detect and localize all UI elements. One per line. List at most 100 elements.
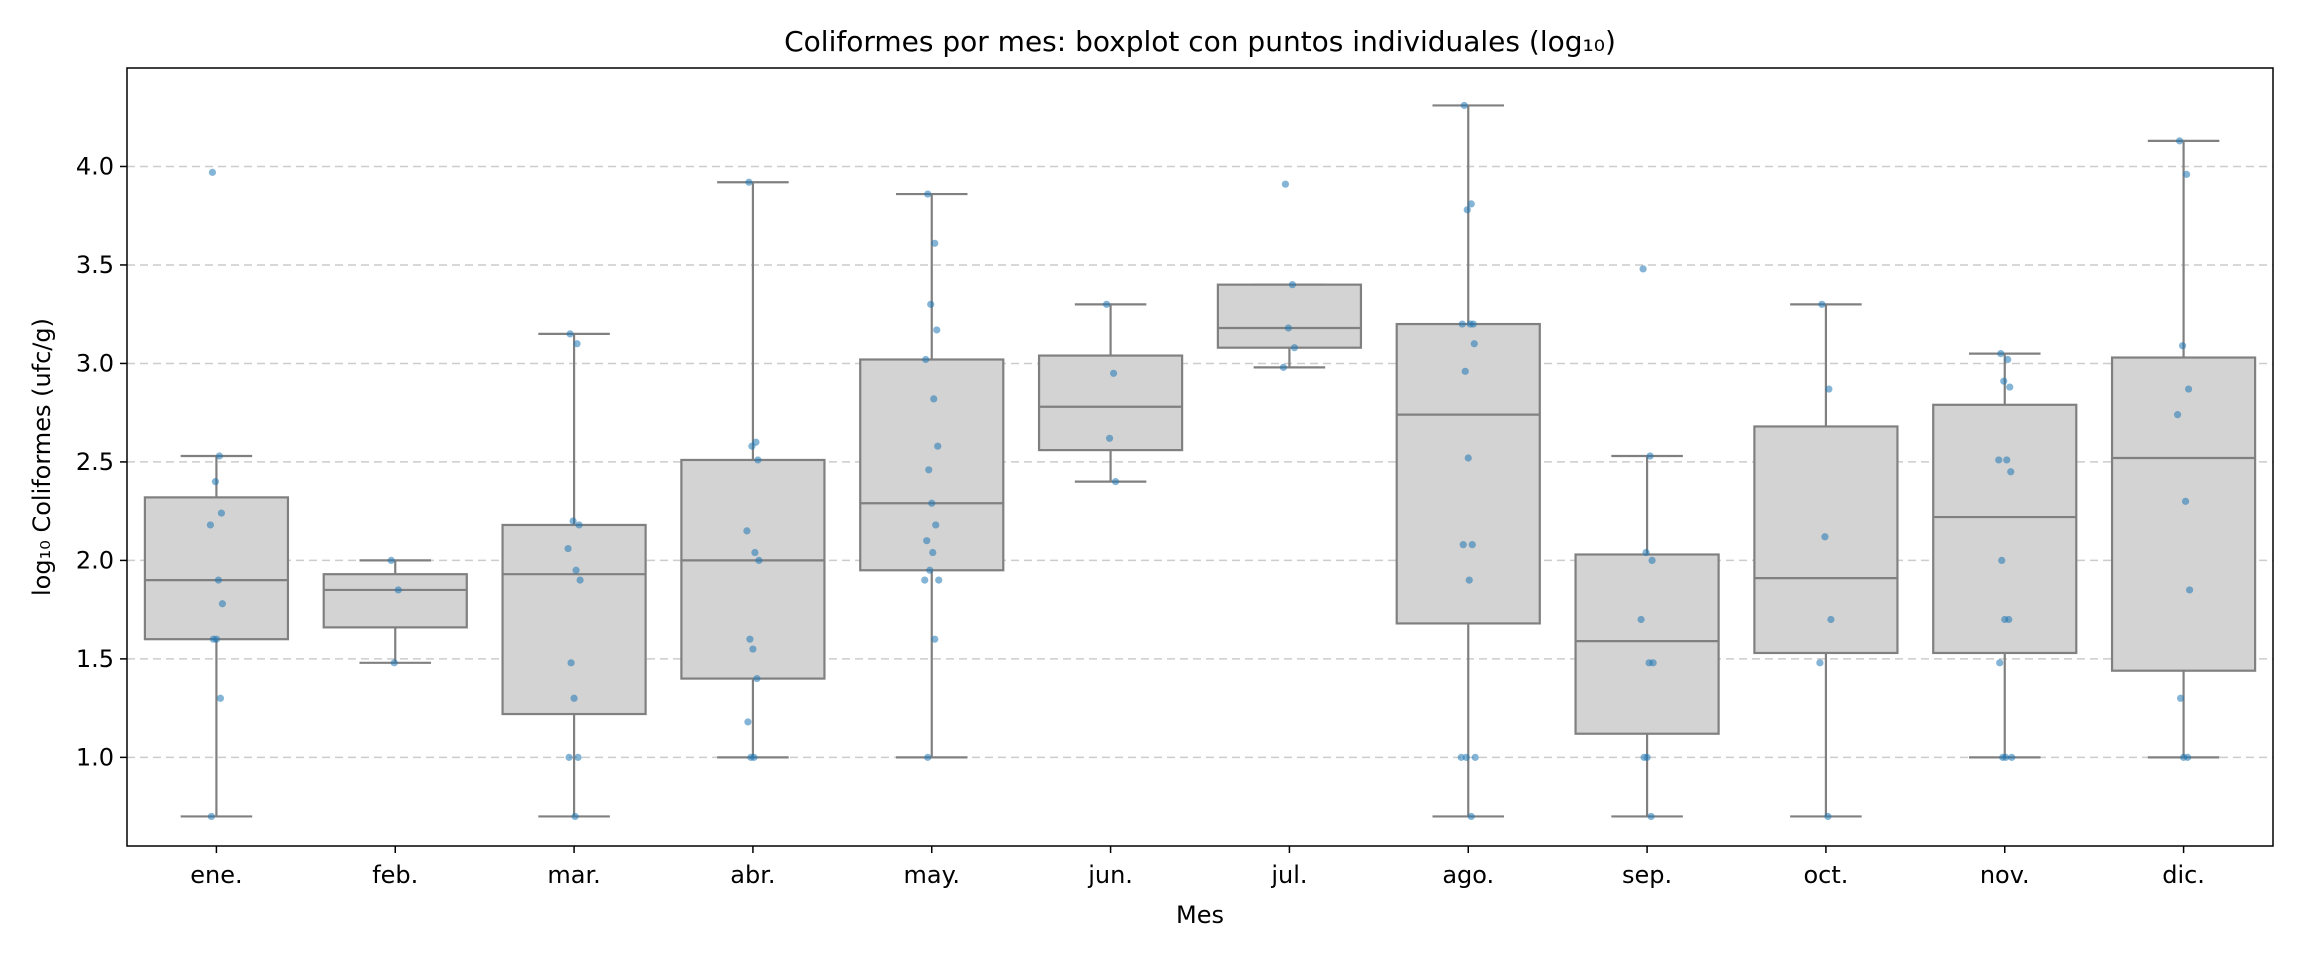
data-point: [924, 753, 932, 761]
box-iqr: [501, 523, 647, 716]
box-nov: [1932, 352, 2078, 759]
x-tick-label: may.: [904, 861, 961, 889]
data-point: [394, 586, 402, 594]
data-point: [570, 694, 578, 702]
data-point: [1825, 385, 1833, 393]
box-mar: [501, 332, 647, 818]
box-iqr: [680, 458, 826, 680]
x-tick-label: ene.: [190, 861, 242, 889]
x-tick-label: jul.: [1270, 861, 1307, 889]
data-point: [927, 300, 935, 308]
data-point: [207, 812, 216, 821]
data-point: [1468, 541, 1476, 549]
data-point: [744, 718, 752, 726]
data-point: [2175, 137, 2184, 145]
x-tick-label: abr.: [730, 861, 775, 889]
data-point: [1999, 753, 2007, 761]
data-point: [387, 556, 395, 565]
data-point: [1637, 615, 1645, 624]
data-point: [1639, 265, 1647, 273]
data-point: [566, 330, 574, 338]
data-point: [924, 190, 932, 198]
data-point: [2007, 468, 2015, 476]
box-abr: [680, 181, 826, 759]
x-tick-label: oct.: [1803, 861, 1848, 889]
data-point: [1109, 369, 1118, 377]
box-oct: [1753, 303, 1899, 818]
data-point: [2185, 586, 2194, 594]
data-point: [754, 456, 762, 464]
data-point: [921, 576, 929, 584]
data-point: [2000, 377, 2008, 385]
data-point: [751, 548, 759, 557]
y-tick-label: 1.5: [76, 645, 114, 673]
data-point: [208, 168, 217, 176]
data-point: [753, 674, 761, 683]
data-point: [1827, 615, 1835, 624]
box-iqr: [2110, 356, 2257, 672]
y-tick-label: 2.5: [76, 448, 114, 476]
x-axis-label: Mes: [1176, 901, 1224, 929]
data-point: [2183, 753, 2192, 761]
y-axis-ticks: 1.0 1.5 2.0 2.5 3.0 3.5 4.0: [76, 152, 127, 771]
box-feb: [322, 559, 468, 664]
data-point: [572, 566, 580, 574]
data-point: [1288, 281, 1297, 289]
data-point: [1648, 556, 1656, 565]
y-axis-label: log₁₀ Coliformes (ufc/g): [28, 318, 56, 596]
data-point: [564, 544, 572, 553]
data-point: [1818, 300, 1826, 308]
box-jun: [1037, 303, 1184, 483]
data-point: [214, 576, 223, 584]
box-iqr: [1395, 322, 1541, 625]
points: [206, 101, 2194, 821]
data-point: [743, 527, 751, 535]
x-tick-label: jun.: [1087, 861, 1133, 889]
data-point: [1465, 576, 1473, 584]
data-point: [576, 576, 584, 584]
plot-frame: [126, 67, 2274, 847]
data-point: [567, 659, 575, 667]
data-point: [1467, 812, 1475, 821]
data-point: [926, 566, 934, 574]
data-point: [2003, 456, 2011, 464]
data-point: [1457, 753, 1465, 761]
data-point: [215, 452, 224, 460]
data-point: [1471, 753, 1479, 761]
box-ago: [1395, 104, 1541, 818]
box-iqr: [322, 573, 468, 629]
data-point: [1290, 344, 1299, 352]
data-point: [1284, 324, 1293, 332]
data-point: [1649, 659, 1657, 667]
data-point: [931, 239, 939, 247]
data-point: [2182, 170, 2191, 178]
x-tick-label: feb.: [372, 861, 418, 889]
data-point: [1470, 340, 1478, 348]
data-point: [747, 753, 755, 761]
data-point: [2178, 342, 2187, 350]
data-point: [931, 635, 939, 643]
box-jul: [1216, 283, 1363, 369]
data-point: [1643, 753, 1651, 761]
data-point: [1821, 533, 1829, 541]
data-point: [1279, 363, 1288, 371]
data-point: [1105, 434, 1114, 442]
data-point: [1996, 659, 2004, 667]
box-may: [859, 192, 1005, 759]
data-point: [1647, 812, 1655, 821]
data-point: [1998, 556, 2006, 565]
y-tick-label: 4.0: [76, 152, 114, 180]
y-tick-label: 1.0: [76, 743, 114, 771]
data-point: [2173, 411, 2182, 419]
x-tick-label: dic.: [2162, 861, 2205, 889]
data-point: [922, 355, 930, 364]
data-point: [749, 645, 757, 653]
data-point: [1111, 478, 1120, 486]
box-iqr: [859, 358, 1005, 572]
data-point: [1281, 180, 1290, 188]
data-point: [573, 340, 581, 348]
data-point: [569, 517, 577, 525]
x-tick-label: mar.: [547, 861, 600, 889]
data-point: [1995, 456, 2003, 464]
